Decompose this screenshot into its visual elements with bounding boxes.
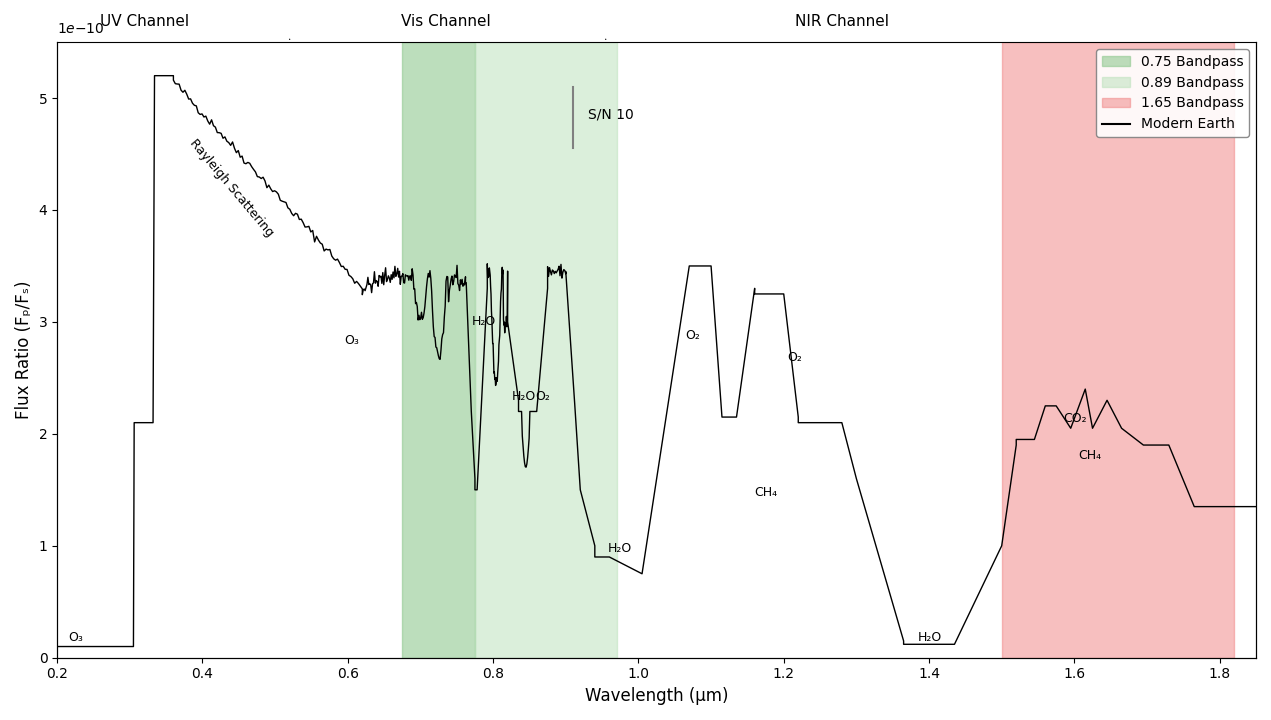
- Text: O₂: O₂: [787, 351, 802, 364]
- Text: Vis Channel: Vis Channel: [400, 14, 491, 29]
- X-axis label: Wavelength (μm): Wavelength (μm): [585, 687, 728, 705]
- Text: CH₄: CH₄: [755, 486, 778, 499]
- Text: NIR Channel: NIR Channel: [794, 14, 888, 29]
- Text: O₃: O₃: [344, 333, 358, 346]
- Bar: [1002, 42, 1234, 658]
- Text: CO₂: CO₂: [1064, 412, 1087, 425]
- Text: O₂: O₂: [685, 329, 700, 342]
- Text: S/N 10: S/N 10: [587, 108, 633, 122]
- Legend: 0.75 Bandpass, 0.89 Bandpass, 1.65 Bandpass, Modern Earth: 0.75 Bandpass, 0.89 Bandpass, 1.65 Bandp…: [1096, 49, 1249, 137]
- Text: CH₄: CH₄: [1078, 449, 1101, 462]
- Text: $1e{-}10$: $1e{-}10$: [57, 22, 104, 36]
- Text: O₂: O₂: [535, 390, 550, 402]
- Text: H₂O: H₂O: [472, 315, 496, 328]
- Text: H₂O: H₂O: [918, 631, 942, 644]
- Y-axis label: Flux Ratio (Fₚ/Fₛ): Flux Ratio (Fₚ/Fₛ): [15, 281, 33, 419]
- Text: H₂O: H₂O: [511, 390, 535, 402]
- Bar: [403, 42, 475, 658]
- Text: O₃: O₃: [69, 631, 83, 644]
- Bar: [475, 42, 616, 658]
- Text: UV Channel: UV Channel: [100, 14, 189, 29]
- Text: H₂O: H₂O: [608, 541, 632, 554]
- Text: Rayleigh Scattering: Rayleigh Scattering: [187, 136, 276, 239]
